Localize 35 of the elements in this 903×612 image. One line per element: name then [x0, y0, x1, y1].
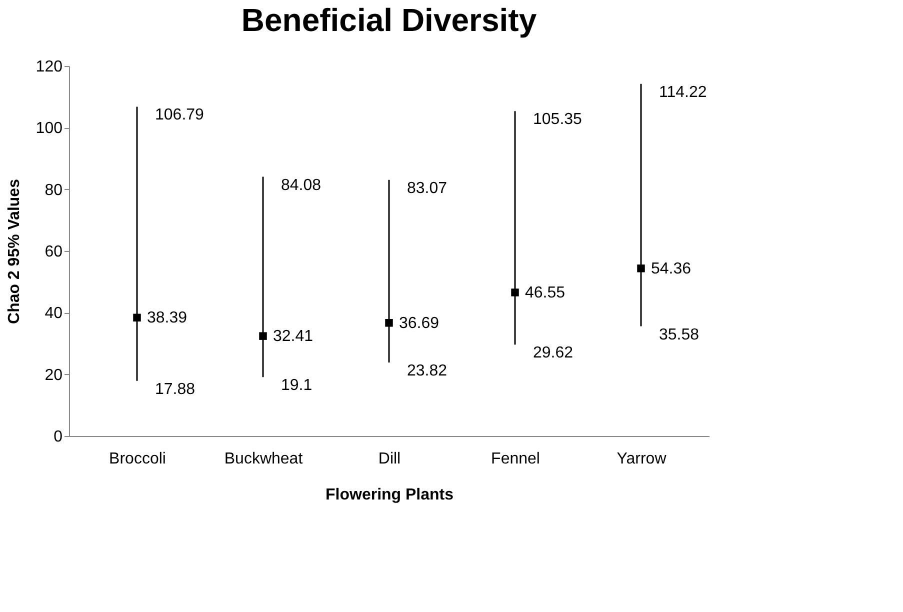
- annotation: 35.58: [659, 326, 700, 344]
- y-tick-label: 120: [36, 58, 63, 76]
- data-label: 36.69: [399, 314, 440, 332]
- data-label: 32.41: [273, 328, 314, 346]
- annotation: 29.62: [533, 344, 574, 362]
- annotation: 83.07: [407, 180, 448, 197]
- point: [259, 332, 267, 340]
- y-tick-label: 100: [36, 120, 63, 138]
- y-tick-label: 80: [44, 182, 63, 199]
- annotation: 17.88: [155, 380, 196, 398]
- y-tick-label: 60: [44, 244, 63, 260]
- x-tick-label: Dill: [378, 450, 401, 468]
- annotation: 105.35: [533, 111, 582, 128]
- annotation: 106.79: [155, 106, 204, 124]
- chart-title: Beneficial Diversity: [241, 2, 537, 38]
- annotation: 114.22: [659, 84, 707, 101]
- y-tick-label: 40: [44, 305, 63, 322]
- x-tick-label: Fennel: [491, 450, 540, 468]
- x-tick-label: Broccoli: [109, 450, 166, 468]
- point: [133, 314, 141, 322]
- x-tick-label: Buckwheat: [224, 450, 304, 468]
- annotation: 19.1: [281, 377, 312, 394]
- point: [637, 264, 645, 272]
- y-axis-title: Chao 2 95% Values: [6, 178, 23, 324]
- y-tick-label: 20: [44, 366, 63, 384]
- x-axis-title: Flowering Plants: [325, 486, 454, 504]
- point: [385, 319, 393, 327]
- data-label: 54.36: [651, 260, 692, 278]
- data-label: 46.55: [525, 284, 566, 302]
- y-tick-label: 0: [54, 428, 63, 446]
- point: [511, 288, 519, 296]
- annotation: 84.08: [281, 176, 322, 194]
- x-tick-label: Yarrow: [616, 450, 667, 468]
- data-label: 38.39: [147, 310, 188, 327]
- annotation: 23.82: [407, 362, 448, 380]
